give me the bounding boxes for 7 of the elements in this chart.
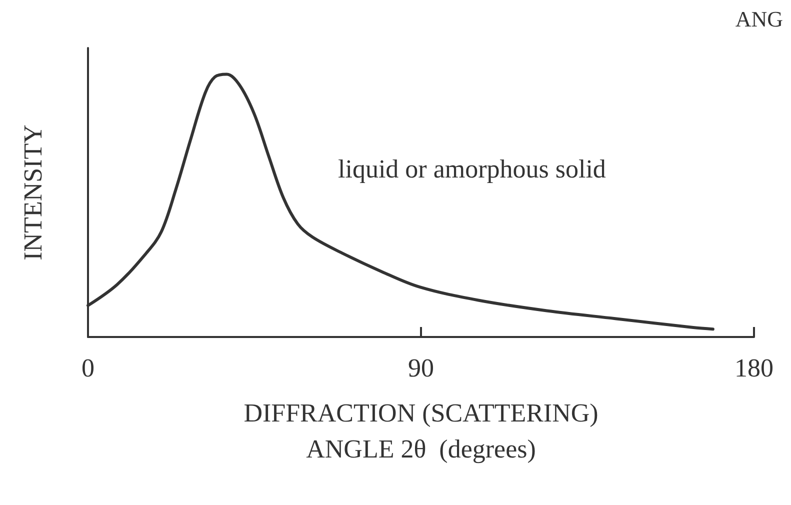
annotation: liquid or amorphous solid (338, 154, 606, 184)
text: ANG (735, 6, 784, 32)
x-axis-title: DIFFRACTION (SCATTERING) ANGLE 2θ (degrees) (244, 398, 598, 464)
x-tick-label: 180 (734, 354, 774, 382)
x-tick-label: 90 (408, 354, 434, 382)
x-tick-label: 0 (82, 354, 94, 382)
y-axis-title: INTENSITY (18, 124, 48, 260)
